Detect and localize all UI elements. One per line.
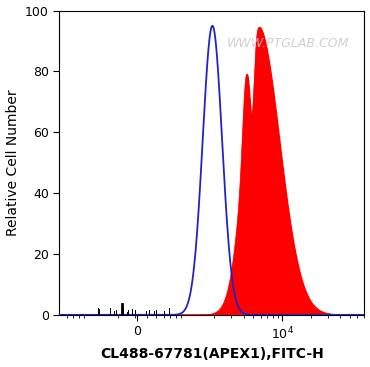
X-axis label: CL488-67781(APEX1),FITC-H: CL488-67781(APEX1),FITC-H: [100, 348, 324, 361]
Text: WWW.PTGLAB.COM: WWW.PTGLAB.COM: [227, 37, 350, 50]
Y-axis label: Relative Cell Number: Relative Cell Number: [6, 90, 20, 236]
